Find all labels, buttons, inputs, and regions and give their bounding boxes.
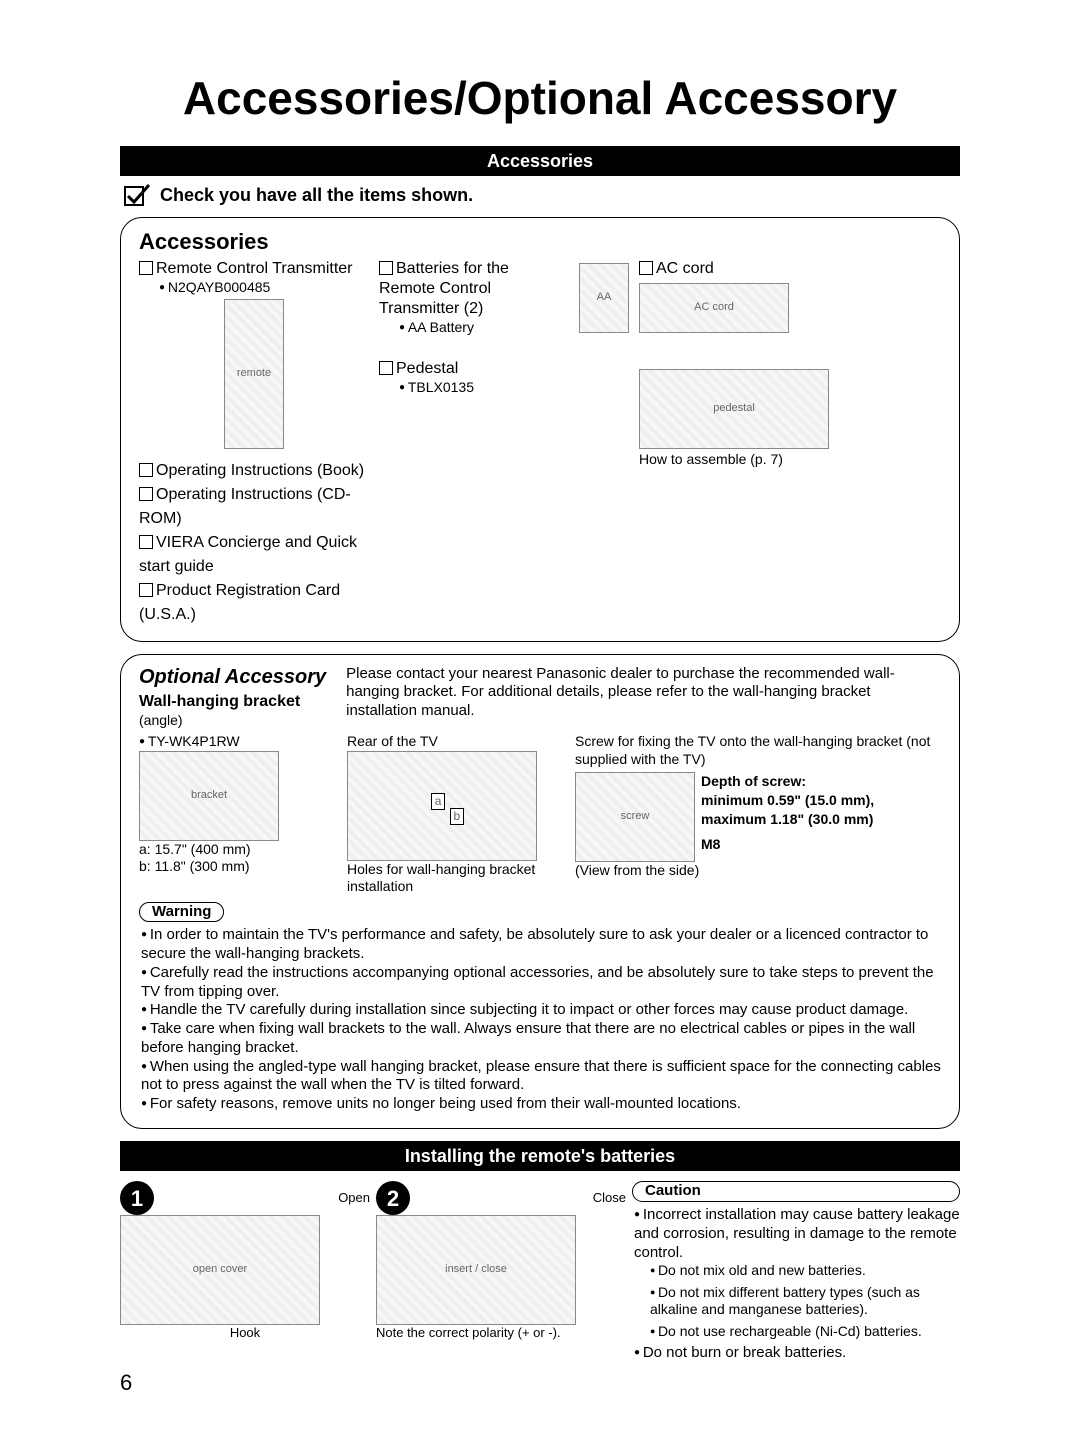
check-items-text: Check you have all the items shown. — [160, 184, 473, 207]
remote-illustration: remote — [224, 299, 284, 449]
depth-min: minimum 0.59" (15.0 mm), — [701, 791, 874, 810]
list-item: VIERA Concierge and Quick start guide — [139, 531, 369, 579]
wall-bracket-heading: Wall-hanging bracket — [139, 692, 326, 712]
batteries-illustration: AA — [579, 263, 629, 333]
optional-description: Please contact your nearest Panasonic de… — [346, 665, 941, 721]
page-number: 6 — [120, 1369, 960, 1397]
caution-sublist: Do not mix old and new batteries. Do not … — [634, 1262, 960, 1340]
screw-side-illustration: screw — [575, 772, 695, 862]
warning-label: Warning — [139, 902, 224, 923]
ac-cord-item: AC cord — [639, 259, 941, 279]
check-items-row: Check you have all the items shown. — [120, 176, 960, 217]
pedestal-illustration: pedestal — [639, 369, 829, 449]
list-item: Operating Instructions (CD-ROM) — [139, 483, 369, 531]
remote-item: Remote Control Transmitter — [139, 259, 369, 279]
accessories-heading: Accessories — [139, 228, 941, 256]
list-item: For safety reasons, remove units no long… — [141, 1095, 941, 1114]
open-label: Open — [338, 1190, 370, 1206]
list-item: Product Registration Card (U.S.A.) — [139, 579, 369, 627]
accessories-panel: Accessories Remote Control Transmitter N… — [120, 217, 960, 642]
optional-accessory-panel: Optional Accessory Wall-hanging bracket … — [120, 654, 960, 1129]
view-side-label: (View from the side) — [575, 862, 941, 880]
caution-main: Incorrect installation may cause battery… — [634, 1206, 960, 1340]
bracket-model: TY-WK4P1RW — [139, 733, 339, 751]
bracket-illustration: bracket — [139, 751, 279, 841]
section-bar-installing: Installing the remote's batteries — [120, 1141, 960, 1172]
install-batteries-body: 1 Open open cover Hook 2 Close insert / … — [120, 1181, 960, 1367]
remote-close-illustration: insert / close — [376, 1215, 576, 1325]
screw-size: M8 — [701, 835, 874, 854]
rear-label: Rear of the TV — [347, 733, 567, 751]
list-item: Do not use rechargeable (Ni-Cd) batterie… — [650, 1323, 960, 1341]
dim-a: a: 15.7" (400 mm) — [139, 841, 339, 859]
step-1-badge: 1 — [120, 1181, 154, 1215]
depth-max: maximum 1.18" (30.0 mm) — [701, 810, 874, 829]
hook-label: Hook — [120, 1325, 370, 1341]
polarity-note: Note the correct polarity (+ or -). — [376, 1325, 626, 1341]
pedestal-model: TBLX0135 — [379, 379, 629, 397]
depth-label: Depth of screw: — [701, 772, 874, 791]
list-item: Take care when fixing wall brackets to t… — [141, 1020, 941, 1058]
list-item: Do not mix old and new batteries. — [650, 1262, 960, 1280]
checkbox-checked-icon — [124, 184, 150, 206]
list-item: Do not mix different battery types (such… — [650, 1284, 960, 1319]
caution-last: Do not burn or break batteries. — [634, 1344, 960, 1363]
caution-label: Caution — [632, 1181, 960, 1202]
page-title: Accessories/Optional Accessory — [120, 70, 960, 128]
dim-b: b: 11.8" (300 mm) — [139, 858, 339, 876]
list-item: When using the angled-type wall hanging … — [141, 1058, 941, 1096]
extras-list: Operating Instructions (Book)Operating I… — [139, 459, 369, 627]
holes-label: Holes for wall-hanging bracket installat… — [347, 861, 567, 896]
rear-tv-illustration: a b — [347, 751, 537, 861]
list-item: In order to maintain the TV's performanc… — [141, 926, 941, 964]
pedestal-assemble-note: How to assemble (p. 7) — [639, 451, 941, 469]
screw-note: Screw for fixing the TV onto the wall-ha… — [575, 733, 941, 768]
remote-open-illustration: open cover — [120, 1215, 320, 1325]
list-item: Carefully read the instructions accompan… — [141, 964, 941, 1002]
optional-heading: Optional Accessory — [139, 665, 326, 690]
ac-cord-illustration: AC cord — [639, 283, 789, 333]
remote-model: N2QAYB000485 — [139, 279, 369, 297]
list-item: Operating Instructions (Book) — [139, 459, 369, 483]
batteries-item: Batteries for the Remote Control Transmi… — [379, 259, 567, 319]
wall-bracket-angle: (angle) — [139, 712, 326, 730]
warnings-list: In order to maintain the TV's performanc… — [139, 926, 941, 1114]
batteries-note: AA Battery — [379, 319, 567, 337]
section-bar-accessories: Accessories — [120, 146, 960, 177]
step-2-badge: 2 — [376, 1181, 410, 1215]
list-item: Handle the TV carefully during installat… — [141, 1001, 941, 1020]
close-label: Close — [593, 1190, 626, 1206]
pedestal-item: Pedestal — [379, 359, 629, 379]
